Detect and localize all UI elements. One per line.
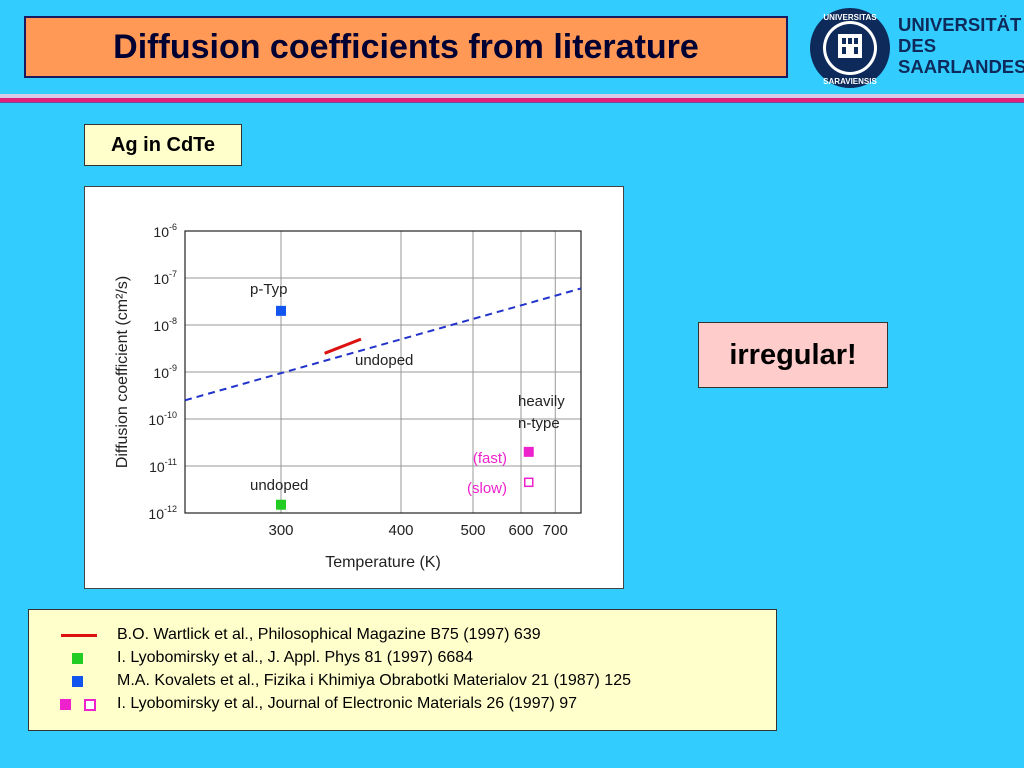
subtitle-box: Ag in CdTe: [84, 124, 242, 166]
data-line-red: [324, 337, 362, 355]
irregular-note: irregular!: [729, 338, 857, 371]
reference-row: M.A. Kovalets et al., Fizika i Khimiya O…: [29, 670, 776, 692]
x-tick-label: 500: [460, 522, 485, 539]
x-tick-label: 700: [543, 522, 568, 539]
y-tick-label: 10-11: [149, 457, 177, 475]
reference-row: B.O. Wartlick et al., Philosophical Maga…: [29, 624, 776, 646]
y-tick-label: 10-7: [153, 269, 177, 287]
data-point: [523, 446, 534, 457]
note-box: irregular!: [698, 322, 888, 388]
magenta-open-square-marker: [84, 699, 96, 711]
reference-row: I. Lyobomirsky et al., Journal of Electr…: [29, 693, 776, 715]
red-line-marker: [61, 634, 97, 637]
blue-square-marker: [72, 676, 83, 687]
svg-text:SARAVIENSIS: SARAVIENSIS: [823, 77, 877, 86]
y-tick-label: 10-12: [148, 504, 177, 522]
data-point: [276, 499, 286, 510]
reference-text: M.A. Kovalets et al., Fizika i Khimiya O…: [117, 672, 631, 689]
reference-legend: B.O. Wartlick et al., Philosophical Maga…: [28, 609, 777, 731]
reference-text: B.O. Wartlick et al., Philosophical Maga…: [117, 626, 541, 643]
x-axis-label: Temperature (K): [325, 554, 441, 571]
chart-annotation: undoped: [250, 477, 308, 494]
header-rule-accent: [0, 98, 1024, 102]
magenta-filled-square-marker: [60, 699, 71, 710]
svg-text:UNIVERSITAS: UNIVERSITAS: [823, 13, 877, 22]
chart-annotation: undoped: [355, 352, 413, 369]
data-point-open: [523, 477, 534, 488]
green-square-marker: [72, 653, 83, 664]
y-tick-label: 10-9: [153, 363, 177, 381]
chart-annotation: (fast): [473, 450, 507, 467]
y-tick-label: 10-8: [153, 316, 177, 334]
subtitle: Ag in CdTe: [110, 133, 216, 156]
plot-frame: [184, 230, 582, 514]
y-axis-label: Diffusion coefficient (cm²/s): [114, 276, 131, 468]
x-tick-label: 300: [268, 522, 293, 539]
fit-line-dashed: [184, 287, 582, 402]
data-point: [276, 305, 286, 316]
y-tick-label: 10-6: [153, 222, 177, 240]
reference-row: I. Lyobomirsky et al., J. Appl. Phys 81 …: [29, 647, 776, 669]
y-tick-label: 10-10: [148, 410, 177, 428]
chart-annotation: n-type: [518, 415, 560, 432]
chart-annotation: p-Typ: [250, 281, 288, 298]
reference-text: I. Lyobomirsky et al., J. Appl. Phys 81 …: [117, 649, 474, 666]
university-name: UNIVERSITÄT DES SAARLANDES: [898, 14, 1024, 77]
header-rule-line: [0, 102, 1024, 103]
title-box: Diffusion coefficients from literature: [24, 16, 788, 78]
header-rule-light: [0, 94, 1024, 98]
chart-panel: 300 400 500 600 700 10-12 10-11 10-10 10-9 10-8 10…: [84, 186, 624, 589]
x-tick-label: 400: [388, 522, 413, 539]
chart-annotation: (slow): [467, 480, 507, 497]
page-title: Diffusion coefficients from literature: [113, 27, 699, 66]
reference-text: I. Lyobomirsky et al., Journal of Electr…: [117, 695, 578, 712]
university-seal-logo: UNIVERSITAS SARAVIENSIS: [810, 8, 890, 88]
x-tick-label: 600: [508, 522, 533, 539]
chart-annotation: heavily: [518, 393, 565, 410]
diffusion-chart: 300 400 500 600 700 10-12 10-11 10-10 10-9 10-8 10…: [114, 222, 582, 571]
